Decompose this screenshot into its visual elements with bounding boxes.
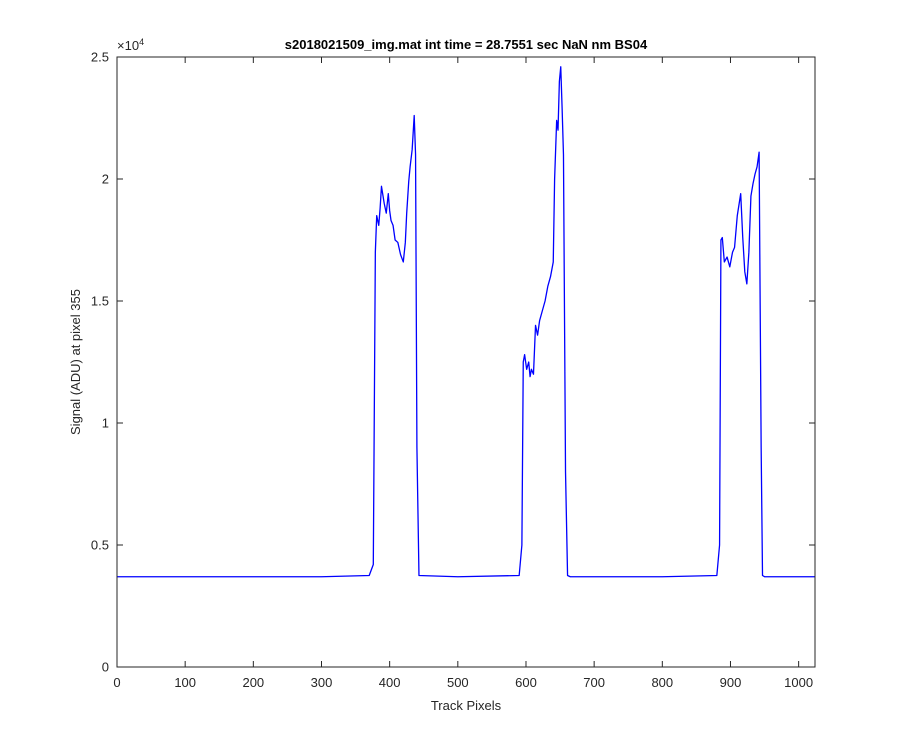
y-tick-label: 1.5 bbox=[91, 294, 109, 309]
y-tick-label: 1 bbox=[102, 416, 109, 431]
y-tick-label: 2.5 bbox=[91, 50, 109, 65]
y-axis-exponent-base: ×10 bbox=[117, 38, 139, 53]
axes-box bbox=[116, 56, 816, 668]
x-tick-label: 400 bbox=[379, 675, 401, 690]
x-tick-label: 500 bbox=[447, 675, 469, 690]
y-axis-label: Signal (ADU) at pixel 355 bbox=[68, 289, 83, 435]
x-tick-label: 800 bbox=[651, 675, 673, 690]
x-tick-label: 200 bbox=[242, 675, 264, 690]
y-axis-exponent-label: ×104 bbox=[117, 37, 144, 53]
x-tick-label: 0 bbox=[113, 675, 120, 690]
x-tick-label: 600 bbox=[515, 675, 537, 690]
y-tick-label: 0.5 bbox=[91, 538, 109, 553]
series-line-0 bbox=[117, 66, 815, 578]
chart-title: s2018021509_img.mat int time = 28.7551 s… bbox=[285, 37, 648, 52]
series-layer bbox=[117, 66, 815, 578]
x-tick-label: 900 bbox=[720, 675, 742, 690]
y-axis: 0 0.5 1 1.5 2 2.5 bbox=[91, 50, 815, 675]
y-tick-label: 0 bbox=[102, 660, 109, 675]
y-axis-exponent-power: 4 bbox=[139, 37, 144, 47]
plot-area bbox=[117, 57, 815, 667]
y-tick-label: 2 bbox=[102, 172, 109, 187]
x-tick-label: 700 bbox=[583, 675, 605, 690]
x-tick-label: 100 bbox=[174, 675, 196, 690]
x-axis: 0 100 200 300 400 500 600 700 800 900 1000 bbox=[113, 57, 813, 690]
x-tick-label: 1000 bbox=[784, 675, 813, 690]
x-axis-label: Track Pixels bbox=[431, 698, 502, 713]
x-tick-label: 300 bbox=[311, 675, 333, 690]
